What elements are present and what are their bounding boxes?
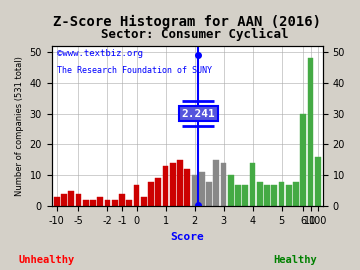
Title: Z-Score Histogram for AAN (2016): Z-Score Histogram for AAN (2016) [53,15,321,29]
Text: 2.241: 2.241 [181,109,215,119]
Bar [119,194,125,206]
Text: Sector: Consumer Cyclical: Sector: Consumer Cyclical [101,28,288,41]
Bar [199,172,205,206]
Bar [163,166,168,206]
Bar [242,185,248,206]
Bar [134,185,139,206]
Bar [228,175,234,206]
Bar [235,185,241,206]
Bar [315,157,321,206]
Bar [279,181,284,206]
Bar [156,178,161,206]
Bar [112,200,118,206]
Bar [54,197,60,206]
Bar [177,160,183,206]
Bar [300,114,306,206]
Bar [213,160,219,206]
Bar [148,181,154,206]
Bar [206,181,212,206]
Bar [141,197,147,206]
Bar [184,169,190,206]
Bar [170,163,176,206]
Text: Healthy: Healthy [273,255,317,265]
Bar [61,194,67,206]
Y-axis label: Number of companies (531 total): Number of companies (531 total) [15,56,24,196]
Bar [264,185,270,206]
Bar [192,175,197,206]
Bar [221,163,226,206]
Bar [308,58,314,206]
Text: Unhealthy: Unhealthy [19,255,75,265]
Bar [97,197,103,206]
Bar [286,185,292,206]
X-axis label: Score: Score [170,231,204,241]
Bar [83,200,89,206]
Bar [271,185,277,206]
Bar [293,181,299,206]
Bar [126,200,132,206]
Bar [257,181,263,206]
Text: The Research Foundation of SUNY: The Research Foundation of SUNY [57,66,212,76]
Bar [76,194,81,206]
Bar [68,191,74,206]
Text: ©www.textbiz.org: ©www.textbiz.org [57,49,143,58]
Bar [105,200,111,206]
Bar [249,163,256,206]
Bar [90,200,96,206]
